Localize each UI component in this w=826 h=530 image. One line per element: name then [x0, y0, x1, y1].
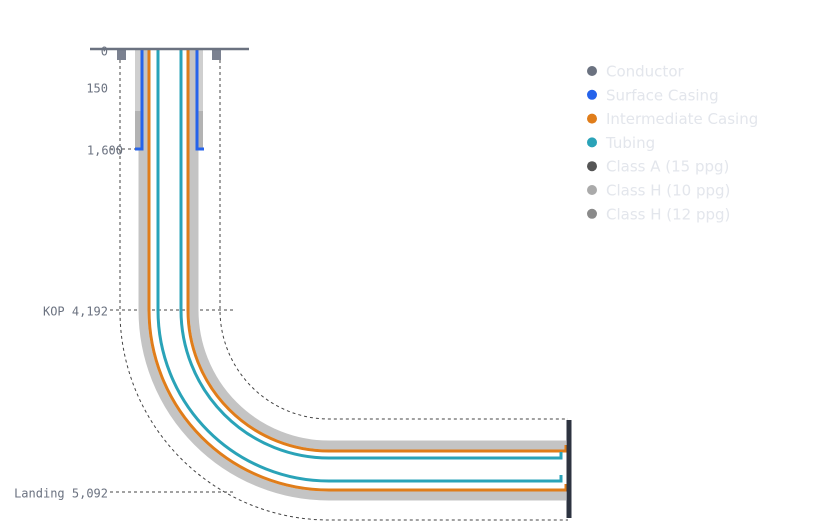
hole-right	[219, 60, 568, 420]
surface-right	[195, 49, 204, 151]
depth-label: 150	[86, 82, 108, 96]
tubing-right	[179, 49, 563, 460]
legend-swatch	[587, 89, 597, 100]
legend-label: Tubing	[605, 134, 655, 152]
legend-swatch	[587, 208, 597, 219]
depth-label: 1,600	[87, 144, 123, 158]
legend-swatch	[587, 185, 597, 195]
depth-label: 0	[101, 45, 108, 59]
depth-label: Landing 5,092	[14, 487, 108, 501]
legend-swatch	[587, 66, 597, 76]
cement-top-left	[135, 49, 141, 111]
casings	[135, 49, 568, 492]
conductor-right	[212, 49, 221, 60]
legend-swatch	[587, 137, 597, 148]
cement	[135, 49, 566, 501]
tubing-left	[156, 49, 563, 483]
legend: Conductor Surface Casing Intermediate Casi…	[587, 63, 758, 223]
legend-swatch	[587, 113, 597, 124]
legend-label: Intermediate Casing	[606, 110, 758, 128]
cement-top-right	[197, 49, 203, 111]
surface-left	[135, 49, 144, 151]
legend-label: Class H (12 ppg)	[606, 205, 730, 223]
hole-outline	[110, 60, 568, 521]
conductor-left	[117, 49, 126, 60]
intermediate-right	[186, 49, 568, 453]
legend-label: Class H (10 ppg)	[606, 182, 730, 200]
hole-left	[119, 60, 568, 521]
depth-label: KOP 4,192	[43, 305, 108, 319]
legend-label: Conductor	[606, 63, 684, 81]
cement-left	[138, 49, 566, 501]
legend-label: Surface Casing	[606, 86, 719, 104]
intermediate-left	[147, 49, 568, 492]
legend-swatch	[587, 161, 597, 172]
legend-label: Class A (15 ppg)	[606, 158, 729, 176]
cement-right	[189, 49, 566, 450]
